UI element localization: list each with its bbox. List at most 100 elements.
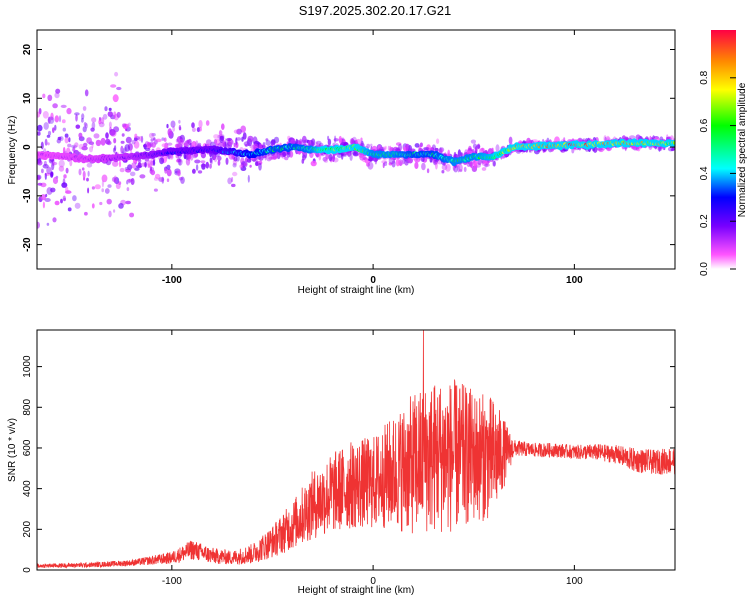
spectrogram-point — [495, 144, 500, 153]
spectrogram-point — [78, 143, 85, 150]
spectrogram-point — [46, 166, 52, 175]
spectrogram-point — [259, 143, 262, 150]
spectrogram-point — [265, 138, 269, 142]
spectrogram-point — [194, 159, 201, 164]
spectrogram-point — [166, 164, 171, 170]
spectrogram-point — [54, 124, 57, 131]
spectrogram-point — [101, 174, 108, 183]
spectrogram-point — [246, 158, 252, 163]
spectrogram-point — [493, 160, 496, 167]
spectrogram-point — [121, 133, 125, 137]
spectrogram-point — [167, 128, 173, 137]
spectrogram-point — [45, 193, 48, 198]
spectrogram-point — [62, 127, 66, 132]
spectrogram-point — [83, 142, 88, 147]
spectrogram-point — [150, 169, 156, 176]
spectrogram-point — [147, 160, 154, 168]
spectrogram-point — [231, 177, 234, 183]
spectrogram-point — [191, 141, 197, 148]
spectrogram-point — [148, 132, 155, 139]
colorbar-label: Normalized spectral amplitude — [737, 82, 748, 217]
spectrogram-point — [435, 161, 438, 170]
spectrogram-point — [407, 157, 413, 164]
spectrogram-point — [187, 153, 191, 162]
spectrogram-point — [58, 159, 65, 168]
spectrogram-point — [234, 142, 238, 149]
spectrogram-point — [191, 127, 196, 132]
spectrogram-point — [91, 117, 97, 123]
spectrogram-point — [405, 143, 409, 152]
spectrogram-point — [231, 183, 236, 188]
spectrogram-point — [69, 159, 73, 167]
spectrogram-point — [113, 138, 117, 144]
spectrogram-point — [249, 164, 252, 168]
spectrogram-x-ticks: -100 0 100 — [162, 30, 583, 286]
spectrogram-point — [84, 89, 89, 97]
spectrogram-point — [382, 146, 386, 151]
spectrogram-point — [108, 210, 112, 218]
spectrogram-point — [299, 138, 303, 145]
spectrogram-point — [54, 115, 59, 123]
spectrogram-point — [47, 142, 50, 146]
spectrogram-point — [144, 161, 147, 168]
spectrogram-point — [62, 195, 66, 202]
spectrogram-point — [170, 120, 176, 128]
spectrogram-point — [153, 188, 158, 192]
spectrogram-point — [236, 137, 242, 141]
spectrogram-point — [107, 111, 114, 117]
spectrogram-point — [40, 141, 44, 150]
spectrogram-point — [121, 123, 127, 128]
spectrogram-point — [124, 144, 130, 152]
snr-x-ticks: -100 0 100 — [162, 330, 583, 587]
spectrogram-point — [670, 148, 675, 152]
spectrogram-point — [104, 188, 110, 194]
spectrogram-point — [67, 207, 72, 212]
snr-y-tick-label: 200 — [22, 521, 33, 538]
spectrogram-point — [213, 139, 218, 144]
spectrogram-point — [477, 159, 482, 166]
spectrogram-ridge-core — [672, 141, 675, 145]
spectrogram-y-tick-label: 0 — [22, 144, 33, 150]
spectrogram-point — [107, 184, 112, 188]
spectrogram-point — [384, 145, 387, 150]
spectrogram-point — [37, 124, 43, 132]
spectrogram-point — [221, 123, 225, 130]
spectrogram-point — [109, 129, 116, 136]
spectrogram-point — [87, 187, 90, 194]
spectrogram-point — [492, 160, 496, 167]
spectrogram-point — [161, 137, 165, 141]
spectrogram-point — [243, 162, 248, 166]
spectrogram-point — [421, 162, 426, 171]
spectrogram-point — [102, 113, 108, 120]
spectrogram-point — [453, 165, 459, 173]
spectrogram-point — [351, 136, 357, 145]
spectrogram-point — [447, 149, 451, 158]
spectrogram-point — [342, 153, 347, 157]
spectrogram-point — [178, 124, 182, 131]
spectrogram-point — [55, 88, 61, 94]
spectrogram-point — [395, 158, 400, 167]
spectrogram-point — [154, 173, 161, 179]
spectrogram-point — [463, 166, 467, 172]
spectrogram-point — [74, 202, 81, 209]
spectrogram-point — [631, 145, 637, 150]
spectrogram-point — [381, 160, 388, 164]
spectrogram-point — [370, 143, 373, 147]
spectrogram-point — [233, 156, 238, 162]
spectrogram-point — [131, 139, 136, 145]
spectrogram-point — [252, 143, 259, 150]
spectrogram-point — [58, 165, 65, 172]
spectrogram-point — [197, 170, 203, 174]
spectrogram-point — [239, 164, 244, 169]
spectrogram-point — [153, 137, 156, 141]
spectrogram-point — [441, 164, 448, 171]
spectrogram-point — [360, 137, 363, 142]
spectrogram-point — [457, 149, 461, 158]
spectrogram-point — [423, 146, 430, 151]
spectrogram-points — [37, 71, 675, 229]
spectrogram-point — [210, 157, 213, 165]
spectrogram-point — [192, 168, 196, 174]
spectrogram-point — [112, 160, 119, 167]
spectrogram-point — [169, 154, 174, 160]
spectrogram-point — [571, 147, 575, 154]
